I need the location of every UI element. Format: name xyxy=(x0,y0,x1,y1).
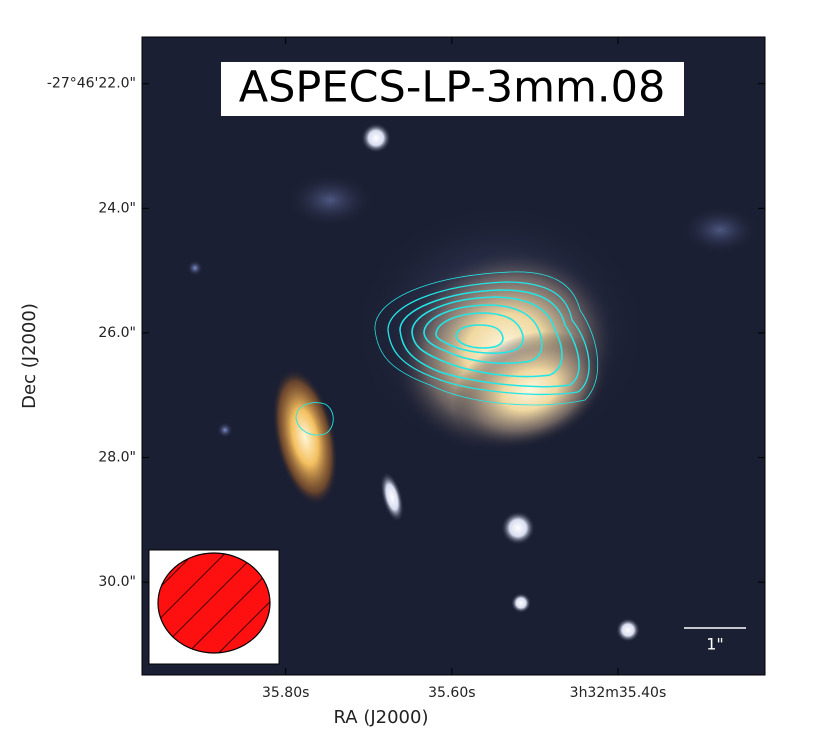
chart-title: ASPECS-LP-3mm.08 xyxy=(239,63,666,113)
beam xyxy=(157,552,271,654)
x-axis-label: RA (J2000) xyxy=(334,707,429,728)
contours xyxy=(295,271,599,436)
y-tick-label: 28.0" xyxy=(98,450,136,466)
y-tick-label: 24.0" xyxy=(98,200,136,216)
x-tick-label: 35.60s xyxy=(428,685,475,701)
x-tick-label: 3h32m35.40s xyxy=(570,685,667,701)
y-tick-label: 30.0" xyxy=(98,574,136,590)
plot-frame xyxy=(141,36,766,676)
y-tick-label: -27°46'22.0" xyxy=(47,76,136,92)
title-box xyxy=(221,62,684,116)
sky-image: ASPECS-LP-3mm.08 1" xyxy=(142,37,765,675)
scale-bar-label: 1" xyxy=(706,635,724,654)
x-tick-label: 35.80s xyxy=(262,685,309,701)
y-axis-label: Dec (J2000) xyxy=(19,303,40,409)
y-tick-label: 26.0" xyxy=(98,325,136,341)
